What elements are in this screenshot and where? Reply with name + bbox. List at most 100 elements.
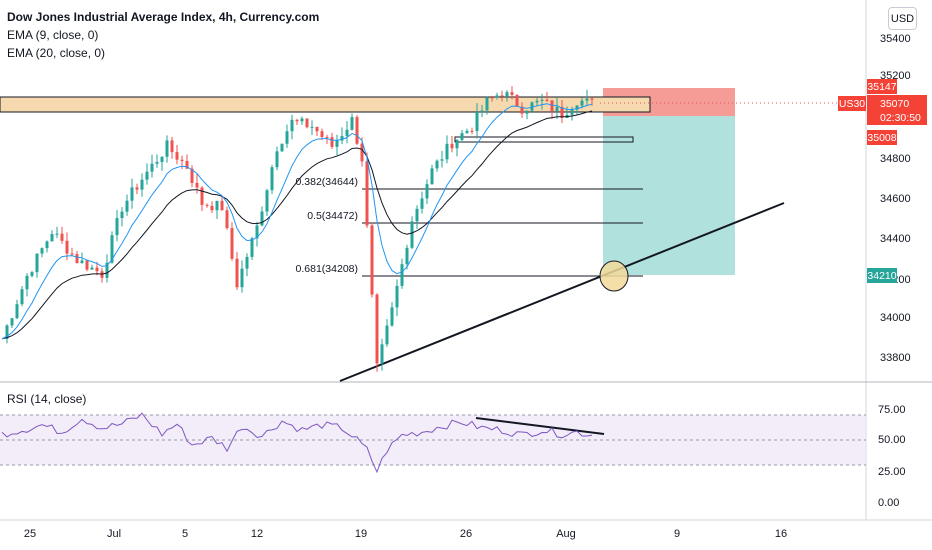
candle-body	[235, 258, 239, 288]
price-tick: 35400	[880, 33, 911, 45]
currency-button[interactable]: USD	[888, 7, 917, 30]
candle-body	[230, 228, 234, 259]
confluence-circle[interactable]	[599, 260, 629, 292]
candle-body	[305, 118, 309, 128]
candle-body	[355, 117, 359, 144]
price-tick: 33800	[880, 352, 911, 364]
candle-body	[200, 187, 204, 205]
candle-body	[575, 105, 579, 110]
candle-body	[45, 241, 49, 249]
candle-body	[530, 102, 534, 111]
ascending-trendline[interactable]	[339, 202, 785, 382]
candle-body	[265, 190, 269, 212]
candle-body	[470, 130, 474, 132]
symbol-tag-text: US30	[839, 98, 865, 110]
candle-body	[440, 159, 444, 161]
candle-body	[205, 204, 209, 206]
ema9-legend[interactable]: EMA (9, close, 0)	[7, 28, 99, 42]
candle-body	[245, 256, 249, 269]
rsi-tick: 0.00	[878, 497, 899, 509]
candle-body	[315, 126, 319, 132]
candle-body	[390, 307, 394, 326]
candle-body	[275, 151, 279, 168]
candle-body	[135, 187, 139, 190]
candle-body	[120, 211, 124, 219]
fib-382-label: 0.382(34644)	[296, 176, 358, 188]
support-box[interactable]	[454, 136, 634, 143]
candle-body	[60, 233, 64, 241]
ema20-legend[interactable]: EMA (20, close, 0)	[7, 46, 106, 60]
candle-body	[195, 182, 199, 188]
candle-body	[95, 267, 99, 272]
rsi-tick: 25.00	[878, 466, 906, 478]
candle-body	[545, 99, 549, 101]
candles-layer	[5, 86, 594, 372]
rsi-divergence-line[interactable]	[475, 417, 605, 435]
candle-body	[425, 184, 429, 199]
candle-body	[55, 233, 59, 235]
candle-body	[210, 205, 214, 211]
stop-price-text: 35147	[867, 81, 896, 93]
candle-body	[280, 143, 284, 152]
candle-body	[225, 210, 229, 229]
rsi-tick: 75.00	[878, 404, 906, 416]
countdown-text: 02:30:50	[880, 112, 921, 124]
candle-body	[310, 126, 314, 128]
candle-body	[30, 272, 34, 276]
candle-body	[105, 262, 109, 278]
candle-body	[515, 94, 519, 107]
entry-price-text: 35008	[867, 132, 896, 144]
candle-body	[155, 161, 159, 164]
candle-body	[80, 260, 84, 263]
time-tick: 25	[24, 528, 36, 540]
candle-body	[40, 248, 44, 254]
current-price-text: 35070	[880, 98, 909, 110]
candle-body	[125, 200, 129, 212]
candle-body	[5, 325, 9, 339]
time-tick: 5	[182, 528, 188, 540]
candle-body	[505, 92, 509, 97]
candle-body	[90, 267, 94, 270]
candle-body	[330, 137, 334, 147]
candle-body	[400, 264, 404, 286]
candle-body	[335, 140, 339, 147]
symbol-tag	[838, 96, 866, 111]
candle-body	[285, 131, 289, 144]
candle-body	[325, 136, 329, 138]
candle-body	[435, 160, 439, 169]
candle-body	[460, 133, 464, 140]
price-tick: 34000	[880, 312, 911, 324]
candle-body	[520, 106, 524, 114]
candle-body	[75, 254, 79, 263]
candle-body	[385, 325, 389, 345]
candle-body	[65, 240, 69, 254]
candle-body	[110, 235, 114, 263]
candle-body	[260, 211, 264, 226]
candle-body	[290, 119, 294, 132]
candle-body	[25, 275, 29, 290]
time-tick: 26	[460, 528, 472, 540]
candle-body	[490, 97, 494, 99]
candle-body	[255, 225, 259, 239]
candle-body	[510, 92, 514, 95]
candle-body	[430, 168, 434, 185]
candle-body	[320, 131, 324, 137]
candle-body	[295, 119, 299, 122]
candle-body	[85, 260, 89, 270]
candle-body	[70, 253, 74, 255]
candle-body	[35, 253, 39, 273]
candle-body	[395, 285, 399, 308]
candle-body	[220, 200, 224, 211]
candle-body	[370, 225, 374, 295]
take-profit-zone[interactable]	[603, 116, 735, 275]
candle-body	[365, 161, 369, 226]
candle-body	[475, 112, 479, 132]
rsi-legend[interactable]: RSI (14, close)	[7, 392, 87, 406]
candle-body	[570, 109, 574, 115]
time-tick: 19	[355, 528, 367, 540]
price-tick: 34400	[880, 233, 911, 245]
candle-body	[180, 159, 184, 161]
ema9-line	[1, 103, 593, 340]
candle-body	[420, 198, 424, 209]
